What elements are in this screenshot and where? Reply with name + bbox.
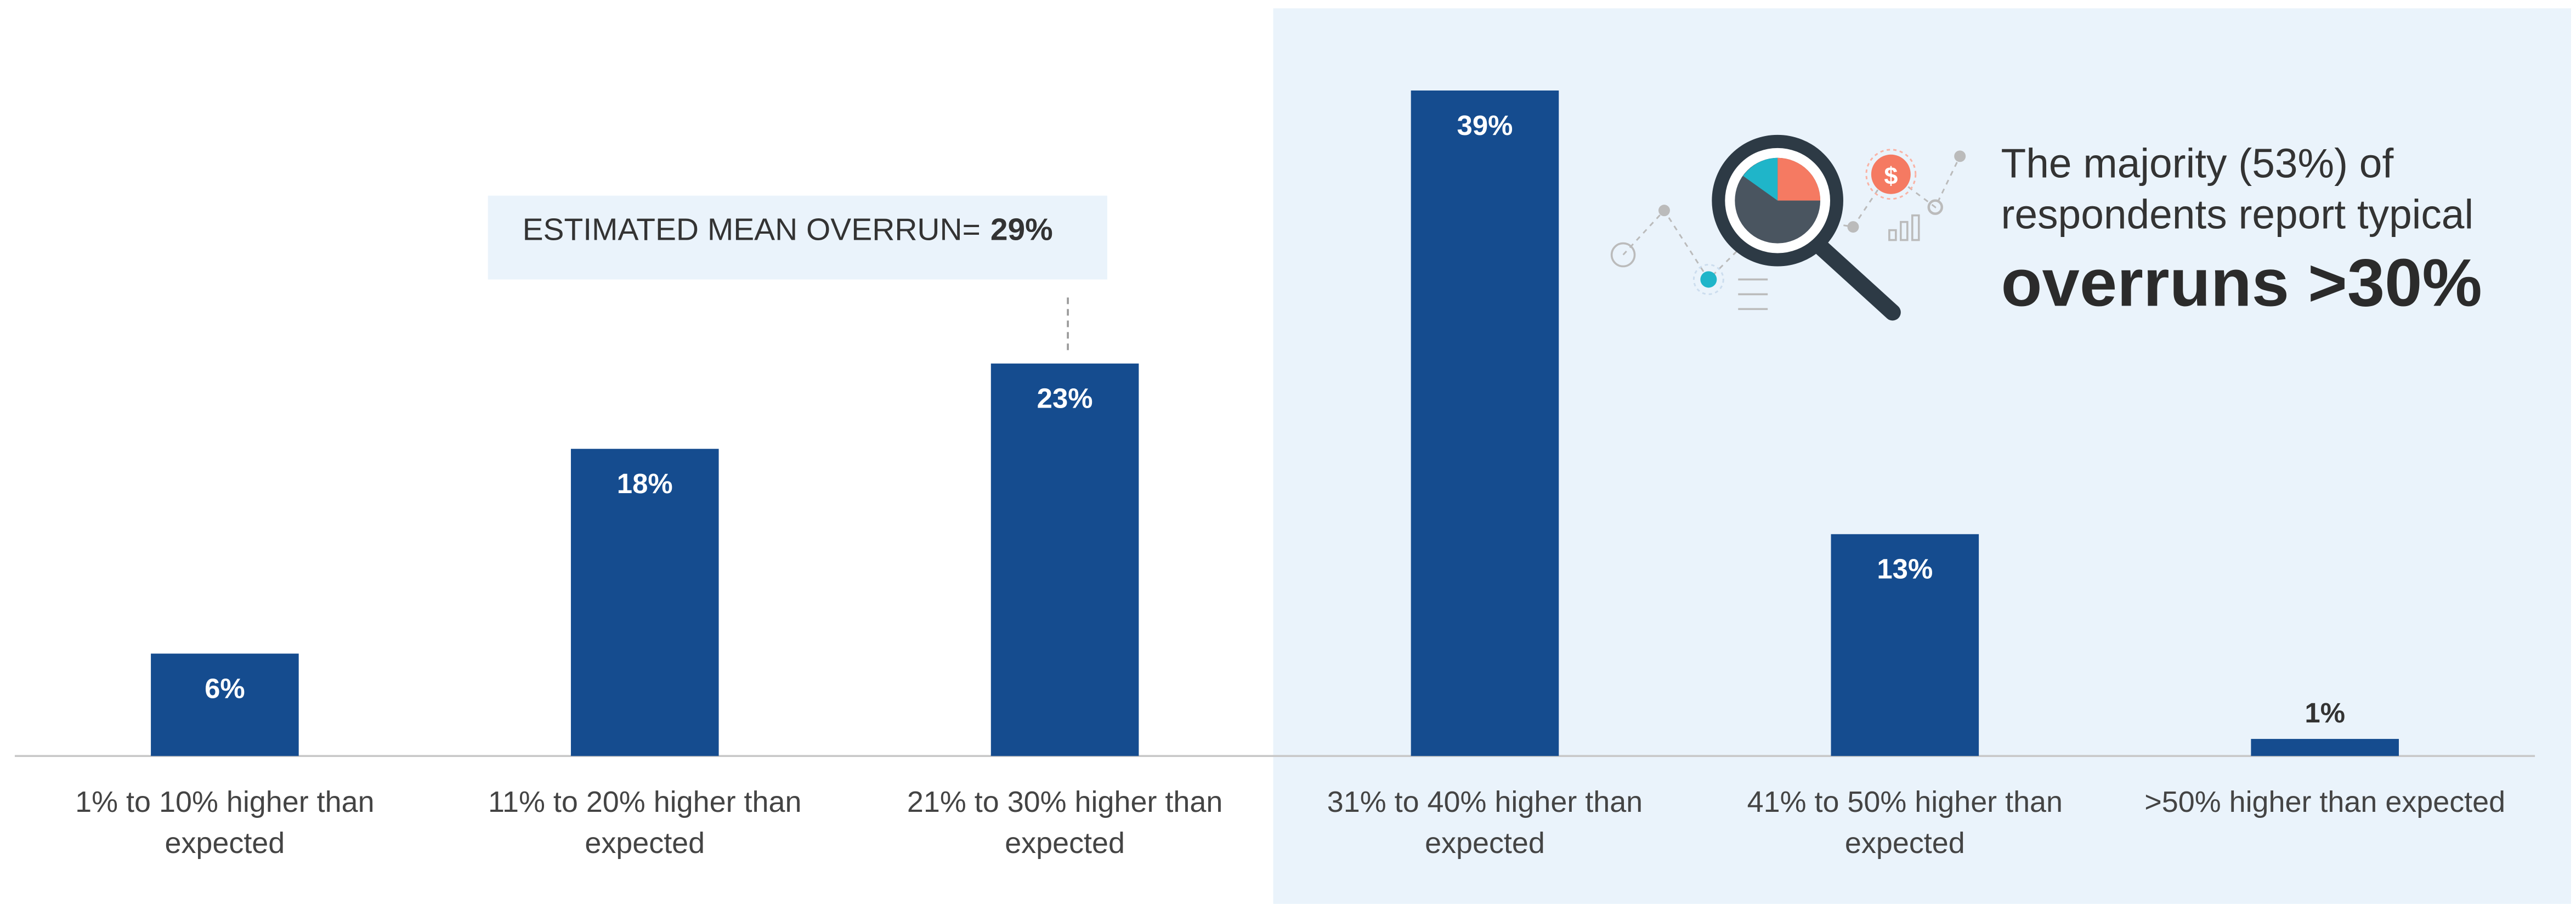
annotation: ESTIMATED MEAN OVERRUN= 29%	[523, 212, 1053, 247]
value-label: 23%	[1037, 383, 1093, 414]
value-label: 39%	[1457, 110, 1513, 141]
x-tick-label: 1% to 10% higher than expected	[75, 786, 374, 860]
x-tick-label: >50% higher than expected	[2144, 786, 2505, 818]
x-tick-label: 31% to 40% higher than expected	[1327, 786, 1643, 860]
callout-line: The majority (53%) of	[2001, 140, 2394, 187]
bar	[2251, 739, 2399, 756]
value-label: 13%	[1877, 553, 1933, 585]
annotation-label: ESTIMATED MEAN OVERRUN=	[523, 212, 981, 247]
x-tick-label: 11% to 20% higher than expected	[488, 786, 801, 860]
callout-line: respondents report typical	[2001, 191, 2474, 238]
value-label: 6%	[205, 673, 245, 704]
bar	[1411, 90, 1559, 756]
bar	[990, 363, 1139, 756]
bar	[570, 449, 719, 756]
bar	[1831, 534, 1979, 756]
annotation-box	[488, 195, 1107, 280]
annotation-value: 29%	[990, 212, 1053, 247]
value-label: 1%	[2305, 697, 2345, 728]
x-tick-label: 21% to 30% higher than expected	[907, 786, 1222, 860]
icon: $	[1610, 134, 1966, 321]
value-label: 18%	[617, 468, 673, 499]
x-tick-label: 41% to 50% higher than expected	[1747, 786, 2063, 860]
callout-emphasis: overruns >30%	[2001, 245, 2482, 320]
svg-text:$: $	[1884, 162, 1898, 190]
bar	[151, 653, 299, 756]
